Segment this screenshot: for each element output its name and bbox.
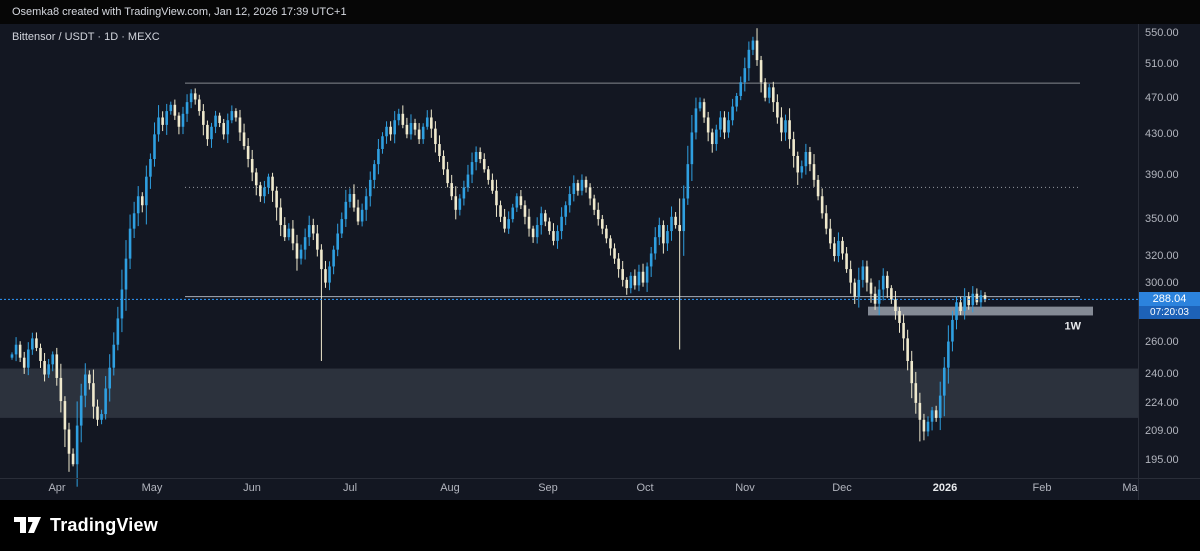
price-tick: 300.00 <box>1145 276 1179 289</box>
time-tick: Jul <box>342 482 358 494</box>
time-tick: May <box>141 482 163 494</box>
time-tick: Dec <box>832 482 852 494</box>
zones: 1W <box>0 306 1138 418</box>
price-tick: 430.00 <box>1145 128 1179 141</box>
price-tick: 510.00 <box>1145 58 1179 71</box>
price-tick: 350.00 <box>1145 213 1179 226</box>
footer-brand[interactable]: TradingView <box>50 515 158 535</box>
price-tick: 224.00 <box>1145 396 1179 409</box>
price-levels <box>185 82 1080 298</box>
live-price-value: 288.04 <box>1139 292 1200 307</box>
price-tick: 240.00 <box>1145 368 1179 381</box>
live-price-label: 288.04 07:20:03 <box>1139 292 1200 320</box>
footer-bar: TradingView <box>0 500 1200 551</box>
price-axis[interactable]: 288.04 07:20:03 550.00 510.00 470.00 430.00… <box>1139 24 1200 500</box>
price-tick: 320.00 <box>1145 250 1179 263</box>
time-tick: Oct <box>636 482 654 494</box>
attribution-text: Osemka8 created with TradingView.com, Ja… <box>12 6 347 18</box>
price-tick: 550.00 <box>1145 27 1179 39</box>
price-tick: 209.00 <box>1145 425 1179 438</box>
time-tick: Apr <box>48 482 66 494</box>
time-tick: Ma <box>1122 482 1138 494</box>
time-tick: Aug <box>440 482 460 494</box>
time-axis[interactable]: Apr May Jun Jul Aug Sep Oct Nov Dec 2026 Feb Ma <box>0 479 1138 500</box>
price-tick: 195.00 <box>1145 454 1179 466</box>
time-tick: Sep <box>538 482 558 494</box>
symbol-title: Bittensor / USDT · 1D · MEXC <box>12 31 160 43</box>
candles <box>10 28 987 487</box>
price-tick: 470.00 <box>1145 91 1179 104</box>
price-tick: 260.00 <box>1145 335 1179 348</box>
tradingview-logo[interactable] <box>14 517 41 534</box>
zone-label: 1W <box>1065 320 1082 332</box>
time-tick: Feb <box>1032 482 1052 494</box>
attribution-bar: Osemka8 created with TradingView.com, Ja… <box>0 0 1200 24</box>
time-tick: Nov <box>735 482 755 494</box>
bar-countdown: 07:20:03 <box>1139 306 1200 320</box>
time-tick: Jun <box>243 482 261 494</box>
time-tick: 2026 <box>932 482 958 494</box>
price-tick: 390.00 <box>1145 168 1179 181</box>
